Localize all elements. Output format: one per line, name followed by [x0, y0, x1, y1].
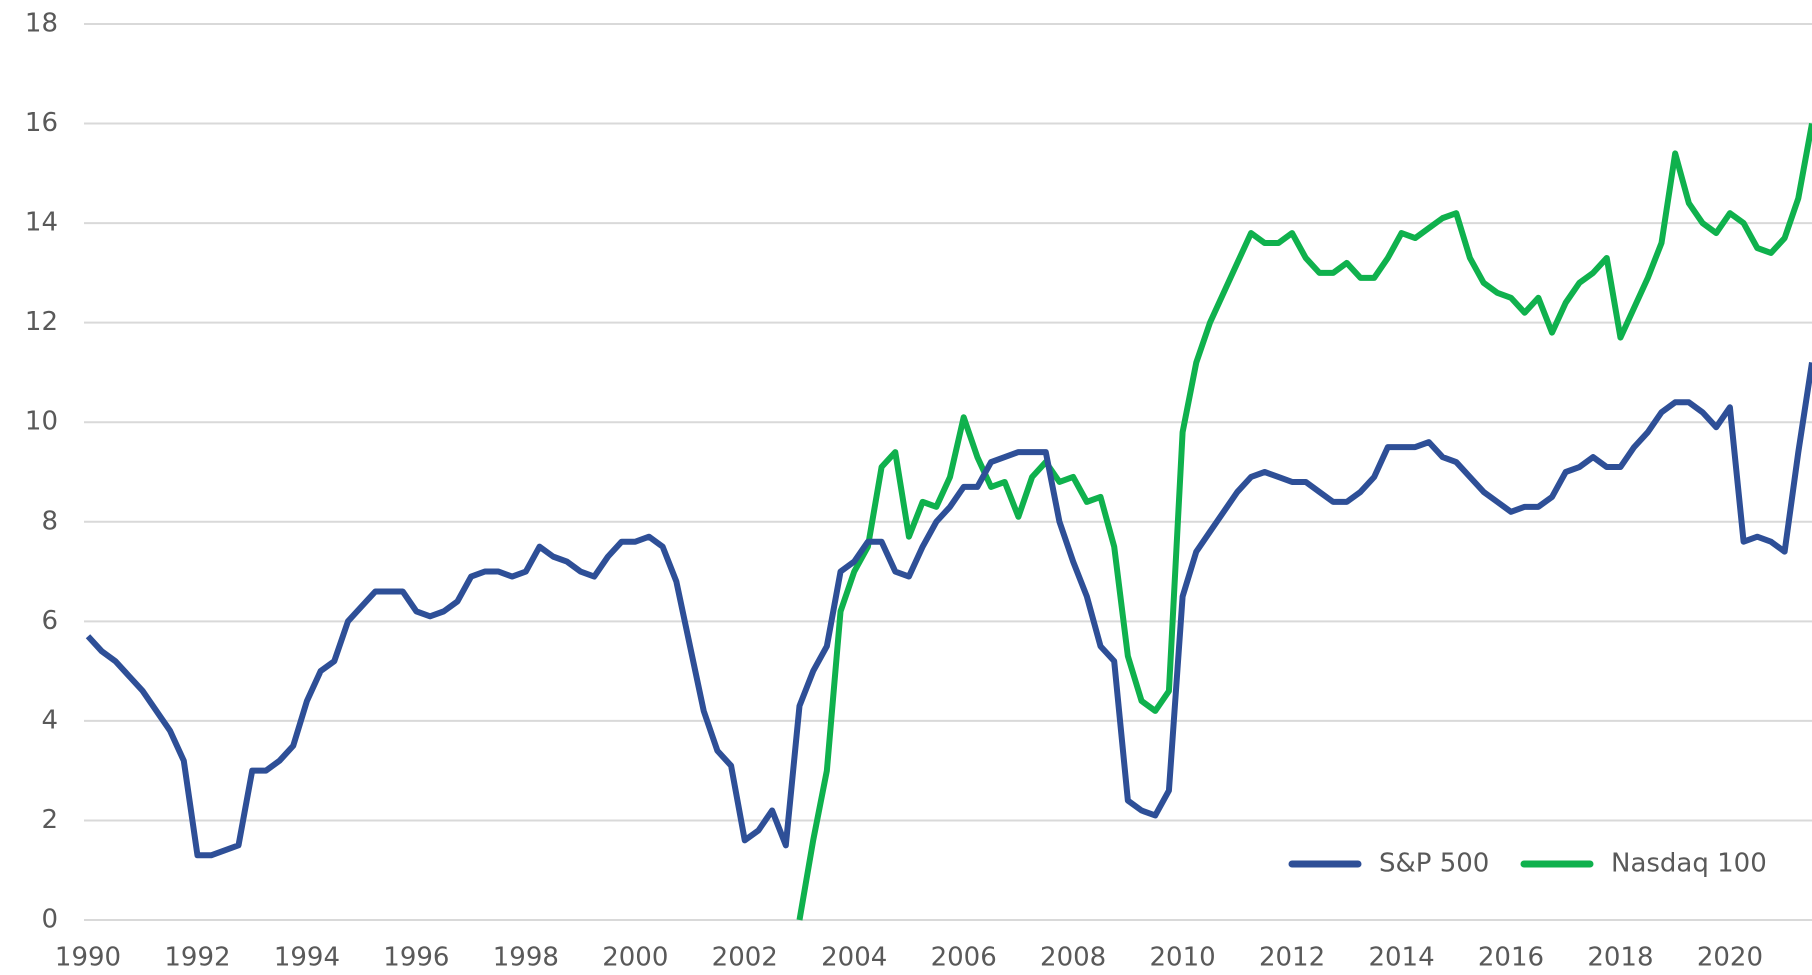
- y-tick-label: 6: [41, 606, 58, 636]
- line-series: [796, 123, 1812, 921]
- y-tick-label: 4: [41, 705, 58, 735]
- x-tick-label: 2002: [712, 943, 778, 973]
- y-tick-label: 14: [25, 208, 58, 238]
- y-tick-label: 2: [41, 805, 58, 835]
- x-tick-label: 2020: [1697, 943, 1763, 973]
- line-series: [85, 362, 1812, 859]
- x-tick-label: 2000: [602, 943, 668, 973]
- x-tick-label: 2006: [931, 943, 997, 973]
- x-tick-label: 1996: [383, 943, 449, 973]
- y-tick-label: 18: [25, 9, 58, 39]
- y-tick-label: 12: [25, 307, 58, 337]
- x-tick-label: 1994: [274, 943, 340, 973]
- y-tick-label: 16: [25, 108, 58, 138]
- y-tick-label: 10: [25, 407, 58, 437]
- y-tick-label: 8: [41, 506, 58, 536]
- x-tick-label: 2008: [1040, 943, 1106, 973]
- legend-label: Nasdaq 100: [1611, 849, 1767, 879]
- legend-label: S&P 500: [1379, 849, 1489, 879]
- x-tick-label: 2016: [1478, 943, 1544, 973]
- x-tick-label: 2012: [1259, 943, 1325, 973]
- x-tick-label: 1998: [493, 943, 559, 973]
- x-tick-label: 2014: [1368, 943, 1434, 973]
- x-tick-label: 2004: [821, 943, 887, 973]
- x-tick-label: 1992: [164, 943, 230, 973]
- y-tick-label: 0: [41, 905, 58, 935]
- x-tick-label: 2018: [1587, 943, 1653, 973]
- x-tick-label: 1990: [55, 943, 121, 973]
- x-tick-label: 2010: [1150, 943, 1216, 973]
